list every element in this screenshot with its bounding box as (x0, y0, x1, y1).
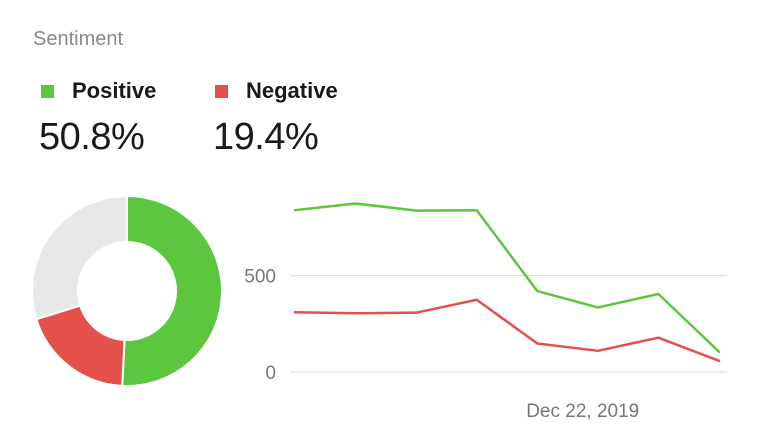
data-point-negative[interactable] (717, 359, 721, 363)
y-tick-label: 500 (244, 267, 276, 288)
legend-item-negative[interactable]: Negative (215, 78, 338, 104)
line-chart-axis-labels: 0 500 Dec 22, 2019 (244, 267, 639, 422)
donut-slice-negative[interactable] (35, 304, 126, 387)
widget-title: Sentiment (33, 28, 124, 50)
legend-swatch-negative (215, 84, 228, 98)
donut-slice-remainder[interactable] (31, 194, 128, 321)
data-point-positive[interactable] (535, 289, 539, 293)
line-chart (293, 201, 721, 363)
data-point-positive[interactable] (717, 350, 721, 354)
data-point-negative[interactable] (354, 311, 358, 315)
legend-swatch-positive (41, 84, 54, 98)
data-point-negative[interactable] (475, 298, 479, 302)
legend-value-negative: 19.4% (213, 116, 319, 158)
data-point-positive[interactable] (414, 209, 418, 213)
data-point-positive[interactable] (354, 201, 358, 205)
donut-slice-positive[interactable] (121, 194, 223, 387)
data-point-positive[interactable] (596, 305, 600, 309)
data-point-negative[interactable] (535, 341, 539, 345)
data-point-negative[interactable] (293, 310, 297, 314)
legend-label-negative: Negative (246, 78, 338, 103)
legend-label-positive: Positive (72, 78, 157, 103)
donut-chart (31, 194, 223, 387)
y-tick-label: 0 (265, 363, 276, 384)
data-point-negative[interactable] (414, 311, 418, 315)
series-line-negative[interactable] (293, 298, 721, 363)
data-point-positive[interactable] (475, 208, 479, 212)
legend-value-positive: 50.8% (39, 116, 145, 158)
data-point-positive[interactable] (293, 208, 297, 212)
x-tick-label: Dec 22, 2019 (526, 401, 639, 422)
series-line-positive[interactable] (293, 202, 721, 354)
line-chart-grid (290, 275, 727, 373)
data-point-negative[interactable] (656, 336, 660, 340)
data-point-negative[interactable] (596, 349, 600, 353)
data-point-positive[interactable] (656, 292, 660, 296)
legend-item-positive[interactable]: Positive (41, 78, 156, 104)
